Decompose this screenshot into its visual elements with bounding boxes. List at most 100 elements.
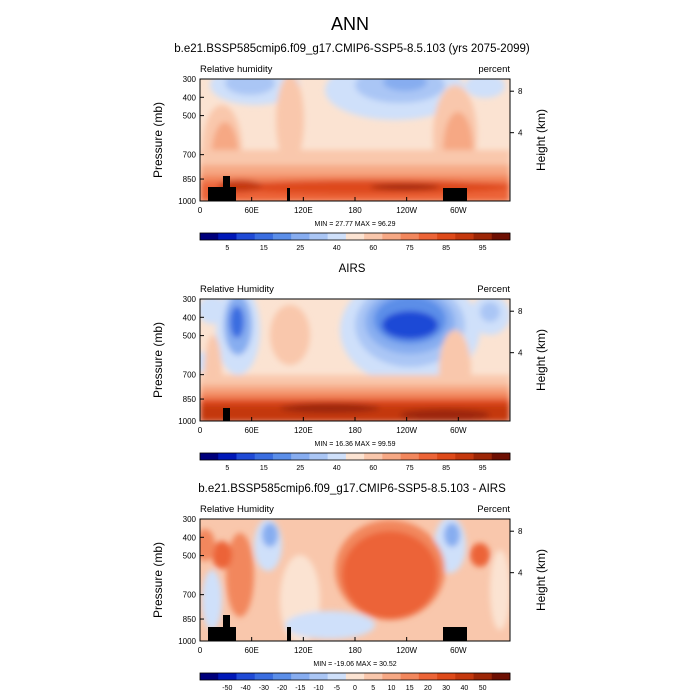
colorbar-segment [437,453,456,460]
y2-axis-label: Height (km) [534,109,548,171]
panel-left-label: Relative humidity [200,64,273,75]
figure-title: ANN [331,14,369,34]
colorbar-segment [309,233,328,240]
colorbar-segment [236,233,256,240]
colorbar-segment [309,673,328,680]
colorbar-label: 5 [225,465,229,472]
colorbar-segment [473,673,493,680]
colorbar: 5 15 25 40 60 75 85 95 [199,452,511,472]
colorbar-segment [218,233,237,240]
colorbar: 5 15 25 40 60 75 85 95 [199,232,511,252]
colorbar-label: -10 [313,685,323,692]
min-max-stats: MIN = 27.77 MAX = 96.29 [315,221,396,228]
y2-tick-label: 8 [518,307,523,316]
x-tick-label: 60E [245,646,259,655]
colorbar-segment [491,233,511,240]
x-tick-label: 120W [396,646,417,655]
x-tick-label: 120E [294,646,313,655]
panel-subtitle: b.e21.BSSP585cmip6.f09_g17.CMIP6-SSP5-8.… [174,43,530,55]
colorbar-label: 20 [424,685,432,692]
colorbar-segment [291,233,310,240]
colorbar-segment [491,673,511,680]
colorbar-segment [455,673,474,680]
x-tick-label: 60W [450,646,467,655]
colorbar-segment [200,673,219,680]
y-tick-label: 1000 [178,637,196,646]
y-tick-label: 700 [183,371,197,380]
colorbar-segment [437,673,456,680]
y-tick-label: 850 [183,615,197,624]
colorbar: -50 -40 -30 -20 -15 -10 -5 0 5 10 15 20 30 40 50 [199,672,511,692]
colorbar-segment [400,233,420,240]
colorbar-segment [236,673,256,680]
topography [208,615,467,641]
y-tick-label: 300 [183,75,197,84]
y-axis-label: Pressure (mb) [151,322,165,398]
x-tick-label: 60W [450,426,467,435]
colorbar-segment [382,673,401,680]
panel-left-label: Relative Humidity [200,504,274,515]
colorbar-segment [382,453,401,460]
colorbar-segment [327,673,347,680]
colorbar-label: 60 [369,465,377,472]
colorbar-segment [364,453,383,460]
y-tick-label: 850 [183,175,197,184]
colorbar-segment [345,453,365,460]
colorbar-segment [218,453,237,460]
colorbar-label: 40 [333,245,341,252]
x-tick-label: 60E [245,426,259,435]
colorbar-label: -50 [222,685,232,692]
colorbar-segment [364,673,383,680]
colorbar-segment [382,233,401,240]
colorbar-label: 15 [260,465,268,472]
x-tick-label: 180 [348,646,362,655]
y-tick-label: 850 [183,395,197,404]
colorbar-segment [327,453,347,460]
colorbar-label: -15 [295,685,305,692]
y-tick-label: 1000 [178,417,196,426]
colorbar-label: -5 [334,685,340,692]
colorbar-segment [236,453,256,460]
colorbar-label: 85 [442,245,450,252]
y-tick-label: 700 [183,151,197,160]
colorbar-label: 5 [371,685,375,692]
colorbar-segment [272,673,292,680]
colorbar-segment [400,673,420,680]
colorbar-label: -30 [259,685,269,692]
colorbar-frame [199,452,511,461]
y2-tick-label: 4 [518,569,523,578]
colorbar-label: 15 [260,245,268,252]
colorbar-segment [418,673,438,680]
colorbar-segment [218,673,237,680]
colorbar-label: 15 [406,685,414,692]
colorbar-frame [199,232,511,241]
colorbar-segment [455,453,474,460]
colorbar-frame [199,672,511,681]
colorbar-label: 95 [479,245,487,252]
y-tick-label: 500 [183,552,197,561]
colorbar-segment [291,673,310,680]
colorbar-segment [345,673,365,680]
colorbar-label: 30 [442,685,450,692]
topography [223,408,230,421]
colorbar-segment [473,233,493,240]
contour-field [200,79,510,201]
panel-difference: b.e21.BSSP585cmip6.f09_g17.CMIP6-SSP5-8.… [151,483,548,692]
contour-field [200,299,510,421]
panel-model: b.e21.BSSP585cmip6.f09_g17.CMIP6-SSP5-8.… [151,43,548,252]
colorbar-segment [254,233,274,240]
colorbar-segment [418,233,438,240]
colorbar-label: 25 [296,245,304,252]
panel-left-label: Relative Humidity [200,284,274,295]
colorbar-segment [418,453,438,460]
panel-right-label: Percent [477,504,510,515]
y-tick-label: 1000 [178,197,196,206]
colorbar-segment [200,233,219,240]
y2-tick-label: 4 [518,349,523,358]
colorbar-segment [455,233,474,240]
colorbar-segment [473,453,493,460]
panel-subtitle: b.e21.BSSP585cmip6.f09_g17.CMIP6-SSP5-8.… [198,483,506,495]
colorbar-segment [437,233,456,240]
panel-airs: AIRS Relative Humidity Percent [151,263,548,472]
colorbar-label: -20 [277,685,287,692]
